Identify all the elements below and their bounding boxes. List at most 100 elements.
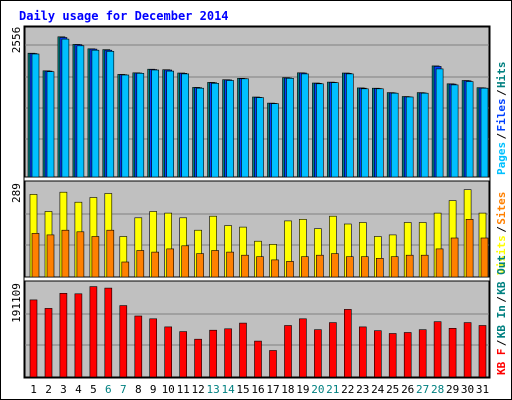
bar-kbf-day-29 [448,327,457,378]
bar-pages-day-4 [76,45,85,178]
bar-pages-day-23 [360,88,369,178]
bar-sites-day-23 [360,256,369,278]
bar-pages-day-2 [46,71,55,178]
bar-pages-day-7 [121,74,130,178]
x-tick-day-7: 7 [120,383,127,396]
x-tick-day-30: 30 [461,383,474,396]
bar-sites-day-2 [46,234,55,278]
bar-sites-day-28 [435,248,444,278]
x-tick-day-18: 18 [281,383,294,396]
bar-sites-day-19 [301,256,309,278]
x-tick-day-12: 12 [191,383,204,396]
bar-kbf-day-16 [254,340,262,378]
bar-sites-day-10 [166,248,174,278]
panel-bottom-bars [29,286,487,378]
bar-sites-day-25 [390,256,399,278]
bar-kbf-day-5 [89,286,98,378]
bar-pages-day-19 [301,73,309,178]
bar-sites-day-26 [405,254,414,278]
x-tick-day-19: 19 [296,383,309,396]
x-tick-day-11: 11 [177,383,190,396]
x-tick-day-20: 20 [311,383,324,396]
bar-sites-day-14 [226,251,234,278]
x-tick-day-10: 10 [162,383,175,396]
legend-separator: / [495,89,508,96]
x-tick-day-22: 22 [341,383,354,396]
x-tick-day-9: 9 [150,383,157,396]
bar-pages-day-28 [435,68,444,178]
bar-kbf-day-11 [179,331,187,378]
legend-files: Files [495,98,508,131]
legend-separator: / [495,339,508,346]
x-tick-day-26: 26 [401,383,414,396]
bar-kbf-day-18 [284,325,292,378]
x-tick-day-24: 24 [371,383,385,396]
bar-pages-day-31 [480,87,489,178]
bar-sites-day-5 [91,236,100,278]
legend-kb-in: KB In [495,305,508,338]
bar-kbf-day-12 [194,338,202,378]
bar-kbf-day-4 [74,293,83,378]
bar-kbf-day-20 [314,329,322,378]
bar-pages-day-6 [106,50,115,178]
bar-pages-day-14 [226,80,234,178]
bar-kbf-day-15 [239,322,247,378]
bar-sites-day-18 [286,261,294,278]
bar-sites-day-6 [106,229,115,278]
panel-middle-max-label: 289 [10,183,23,203]
bar-kbf-day-26 [403,332,412,378]
bar-kbf-day-7 [119,305,128,378]
bar-pages-day-30 [465,81,474,178]
panel-bottom-max-label: 191109 [10,283,23,323]
bar-sites-day-8 [136,250,145,278]
bar-pages-day-1 [31,53,40,178]
bar-sites-day-20 [316,254,324,278]
x-tick-day-15: 15 [236,383,249,396]
panel-top-bars [27,36,489,178]
panel-top-max-label: 2556 [10,27,23,54]
bar-kbf-day-19 [299,318,307,378]
x-tick-day-13: 13 [206,383,219,396]
bar-kbf-day-21 [329,322,337,378]
bar-sites-day-7 [121,261,130,278]
x-tick-day-1: 1 [30,383,37,396]
chart-title: Daily usage for December 2014 [19,9,229,23]
panel-middle-bars [29,189,489,278]
x-tick-day-3: 3 [60,383,67,396]
x-tick-day-14: 14 [221,383,235,396]
x-tick-day-23: 23 [356,383,369,396]
legend-pages: Pages [495,142,508,175]
plot-border [23,25,491,379]
bar-sites-day-24 [375,257,384,278]
legend-separator: / [495,133,508,140]
bar-kbf-day-23 [358,326,367,378]
bar-sites-day-13 [211,250,219,278]
bar-sites-day-11 [181,245,189,278]
legend-sites: Sites [495,192,508,225]
bar-sites-day-4 [76,231,85,278]
bar-sites-day-15 [241,254,249,278]
bar-kbf-day-28 [433,321,442,378]
bar-pages-day-27 [420,92,429,178]
bar-pages-day-16 [256,97,264,178]
legend-kb-out: KB Out [495,255,508,295]
bar-kbf-day-8 [134,315,143,378]
bar-kbf-day-6 [104,287,113,378]
x-tick-day-27: 27 [416,383,429,396]
bar-kbf-day-27 [418,329,427,378]
legend-kb-f: KB F [495,349,508,376]
bar-sites-day-29 [450,237,459,278]
x-tick-day-4: 4 [75,383,82,396]
bar-pages-day-29 [450,84,459,178]
bar-sites-day-9 [151,251,159,278]
bar-pages-day-24 [375,88,384,178]
bar-kbf-day-24 [373,330,382,378]
x-tick-day-2: 2 [45,383,52,396]
bar-kbf-day-30 [463,322,472,378]
bar-kbf-day-10 [164,326,172,378]
bar-pages-day-5 [91,49,100,178]
panel-top-legend: Pages/Files/Hits [495,62,508,176]
bar-sites-day-21 [331,253,339,278]
bar-kbf-day-1 [29,299,38,378]
